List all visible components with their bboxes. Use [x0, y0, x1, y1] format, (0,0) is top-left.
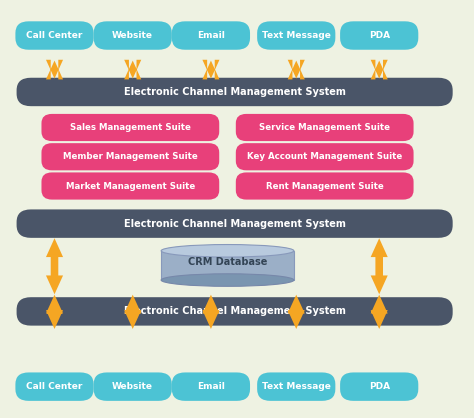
Polygon shape	[124, 295, 141, 329]
Polygon shape	[124, 60, 141, 79]
Text: Rent Management Suite: Rent Management Suite	[266, 181, 383, 191]
FancyBboxPatch shape	[257, 21, 336, 50]
Text: Website: Website	[112, 31, 153, 40]
Text: CRM Database: CRM Database	[188, 257, 267, 267]
FancyBboxPatch shape	[42, 172, 219, 199]
FancyBboxPatch shape	[236, 114, 413, 141]
FancyBboxPatch shape	[17, 209, 453, 238]
Polygon shape	[46, 295, 63, 329]
Text: Email: Email	[197, 382, 225, 391]
Text: Call Center: Call Center	[27, 31, 82, 40]
FancyBboxPatch shape	[236, 172, 413, 199]
Ellipse shape	[161, 245, 294, 257]
FancyBboxPatch shape	[161, 251, 294, 280]
FancyBboxPatch shape	[172, 21, 250, 50]
FancyBboxPatch shape	[42, 114, 219, 141]
Polygon shape	[371, 60, 388, 79]
FancyBboxPatch shape	[16, 21, 94, 50]
Polygon shape	[288, 295, 305, 329]
FancyBboxPatch shape	[94, 21, 172, 50]
Polygon shape	[202, 295, 219, 329]
FancyBboxPatch shape	[340, 372, 418, 401]
FancyBboxPatch shape	[236, 143, 413, 171]
Text: Electronic Channel Management System: Electronic Channel Management System	[124, 87, 346, 97]
FancyBboxPatch shape	[340, 21, 418, 50]
FancyBboxPatch shape	[94, 372, 172, 401]
Text: Sales Management Suite: Sales Management Suite	[70, 123, 191, 132]
FancyBboxPatch shape	[17, 78, 453, 106]
Text: Email: Email	[197, 31, 225, 40]
Text: Website: Website	[112, 382, 153, 391]
Polygon shape	[288, 60, 305, 79]
FancyBboxPatch shape	[16, 372, 94, 401]
Polygon shape	[46, 238, 63, 294]
Polygon shape	[46, 60, 63, 79]
Polygon shape	[202, 60, 219, 79]
Text: Electronic Channel Management System: Electronic Channel Management System	[124, 306, 346, 316]
Text: Electronic Channel Management System: Electronic Channel Management System	[124, 219, 346, 229]
FancyBboxPatch shape	[42, 143, 219, 171]
FancyBboxPatch shape	[17, 297, 453, 326]
Text: Member Management Suite: Member Management Suite	[63, 152, 198, 161]
Text: PDA: PDA	[369, 382, 390, 391]
Text: Market Management Suite: Market Management Suite	[66, 181, 195, 191]
FancyBboxPatch shape	[257, 372, 336, 401]
Text: Text Message: Text Message	[262, 382, 331, 391]
Text: PDA: PDA	[369, 31, 390, 40]
Text: Call Center: Call Center	[27, 382, 82, 391]
Polygon shape	[371, 238, 388, 294]
Text: Key Account Management Suite: Key Account Management Suite	[247, 152, 402, 161]
Polygon shape	[371, 295, 388, 329]
Ellipse shape	[161, 274, 294, 286]
FancyBboxPatch shape	[172, 372, 250, 401]
Text: Service Management Suite: Service Management Suite	[259, 123, 390, 132]
Text: Text Message: Text Message	[262, 31, 331, 40]
